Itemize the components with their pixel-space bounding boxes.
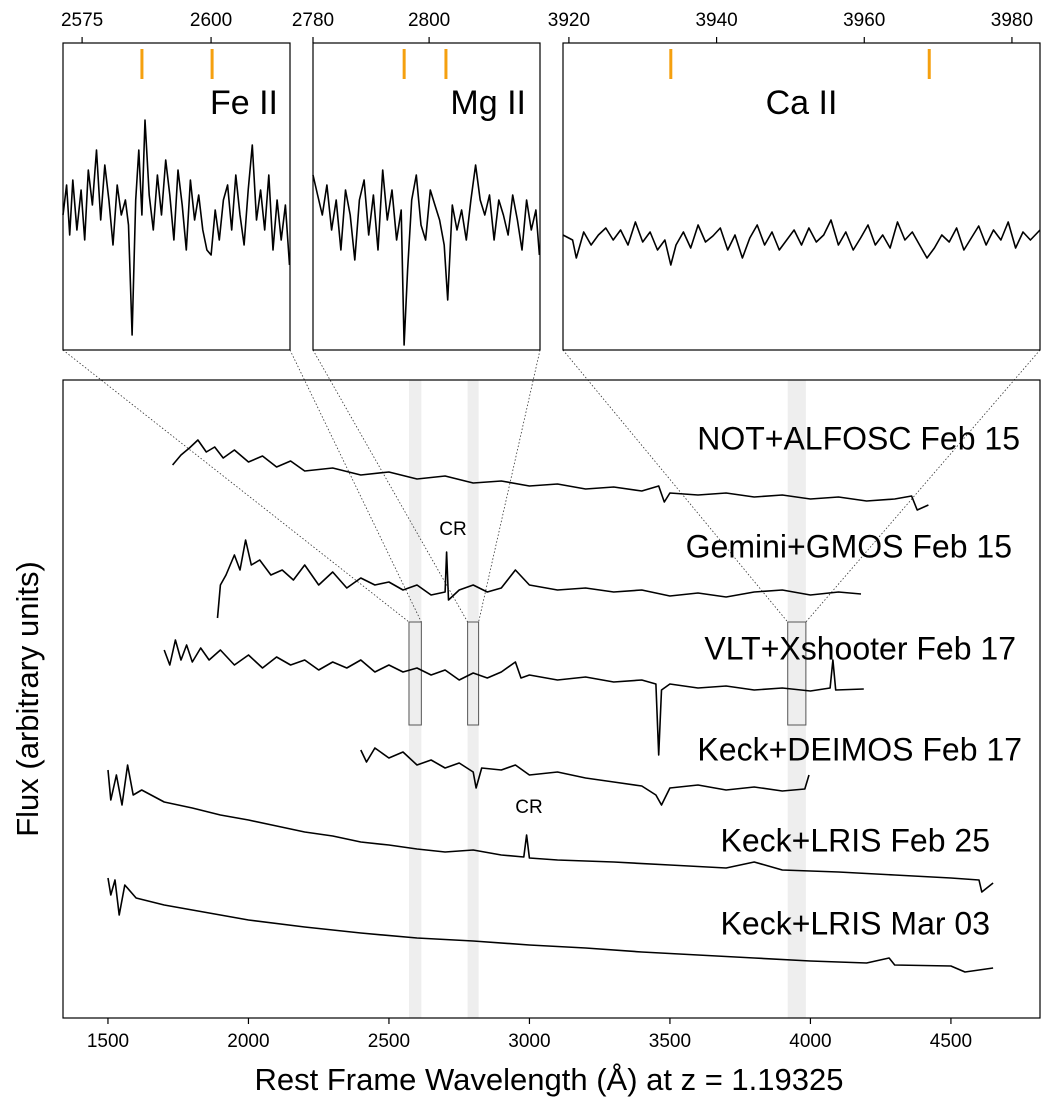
x-tick-label: 3920 (548, 10, 590, 31)
spectrum-line (171, 439, 929, 511)
highlight-band (787, 380, 806, 1018)
spectrum-line (562, 219, 1041, 266)
series-label: Keck+LRIS Mar 03 (721, 905, 990, 941)
zoom-box (467, 621, 480, 726)
spectrum-line (107, 877, 994, 973)
x-tick-label: 4500 (930, 1031, 972, 1052)
x-tick-label: 3980 (991, 10, 1033, 31)
x-tick-label: 2000 (227, 1031, 269, 1052)
zoom-box (408, 621, 422, 726)
spectrum-line (216, 539, 862, 619)
zoom-connector (805, 349, 1041, 623)
series-label: Keck+DEIMOS Feb 17 (697, 731, 1022, 767)
plot-frame (562, 42, 1041, 351)
annotation: CR (515, 797, 542, 818)
zoom-connector (289, 349, 422, 623)
plot-frame (62, 42, 291, 351)
series-label: VLT+Xshooter Feb 17 (704, 630, 1016, 666)
annotation: CR (439, 519, 466, 540)
series-label: Keck+LRIS Feb 25 (721, 822, 990, 858)
inset-title: Fe II (210, 84, 278, 122)
x-tick-label: 3960 (843, 10, 885, 31)
x-tick-label: 2780 (292, 10, 334, 31)
zoom-connector (478, 349, 541, 623)
inset-title: Ca II (766, 84, 838, 122)
spectrum-line (62, 119, 291, 336)
inset-title: Mg II (450, 84, 526, 122)
x-tick-label: 2800 (408, 10, 450, 31)
zoom-box (787, 621, 807, 726)
zoom-connector (562, 349, 789, 623)
x-tick-label: 2575 (61, 10, 103, 31)
highlight-band (408, 380, 422, 1018)
plot-frame (62, 379, 1041, 1019)
plot-frame (312, 42, 541, 351)
spectrum-line (163, 639, 864, 756)
x-axis-label: Rest Frame Wavelength (Å) at z = 1.19325 (255, 1062, 844, 1097)
x-tick-label: 2600 (190, 10, 232, 31)
spectrum-line (312, 164, 541, 346)
y-axis-label: Flux (arbitrary units) (10, 561, 45, 837)
highlight-band (467, 380, 479, 1018)
x-tick-label: 1500 (87, 1031, 129, 1052)
x-tick-label: 2500 (368, 1031, 410, 1052)
series-label: NOT+ALFOSC Feb 15 (697, 420, 1020, 456)
spectrum-line (360, 747, 810, 806)
x-tick-label: 3500 (649, 1031, 691, 1052)
spectrum-line (107, 764, 994, 893)
x-tick-label: 3940 (695, 10, 737, 31)
series-label: Gemini+GMOS Feb 15 (686, 528, 1012, 564)
zoom-connector (312, 349, 468, 623)
x-tick-label: 3000 (508, 1031, 550, 1052)
x-tick-label: 4000 (789, 1031, 831, 1052)
